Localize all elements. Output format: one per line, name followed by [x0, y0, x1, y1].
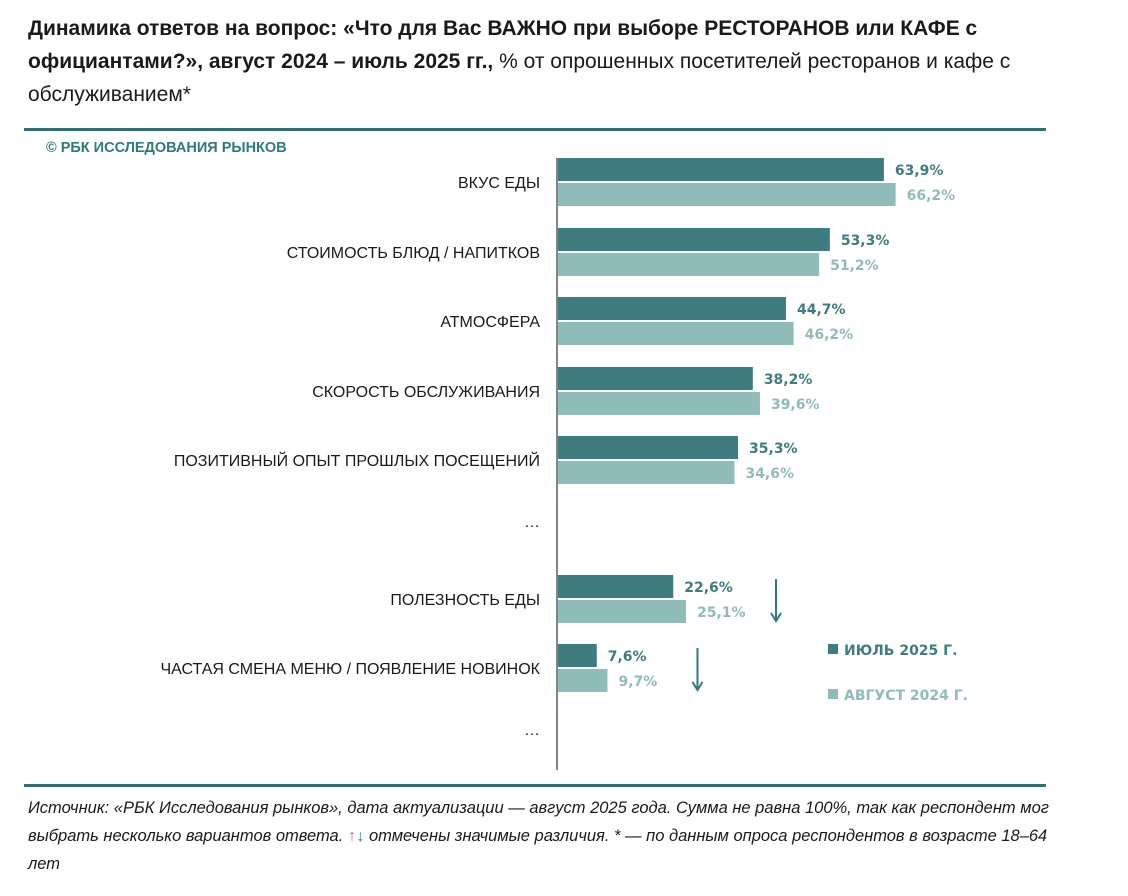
bar-aug-2024 — [558, 183, 896, 206]
value-label-jul-2025: 63,9% — [895, 163, 944, 179]
arrow-up-icon: ↑ — [347, 827, 357, 845]
category-label: ЧАСТАЯ СМЕНА МЕНЮ / ПОЯВЛЕНИЕ НОВИНОК — [161, 661, 541, 678]
bar-aug-2024 — [558, 669, 608, 692]
value-label-aug-2024: 39,6% — [771, 397, 820, 413]
value-label-jul-2025: 38,2% — [764, 372, 813, 388]
bar-aug-2024 — [558, 392, 760, 415]
ellipsis-label: … — [524, 514, 540, 531]
chart-title: Динамика ответов на вопрос: «Что для Вас… — [28, 12, 1068, 111]
value-label-aug-2024: 66,2% — [907, 188, 956, 204]
source-text-2: отмечены значимые различия. * — по данны… — [28, 827, 1048, 873]
category-label: ПОЗИТИВНЫЙ ОПЫТ ПРОШЛЫХ ПОСЕЩЕНИЙ — [174, 451, 540, 470]
value-label-aug-2024: 25,1% — [697, 605, 746, 621]
value-label-jul-2025: 53,3% — [841, 233, 890, 249]
brand-label: © РБК ИССЛЕДОВАНИЯ РЫНКОВ — [46, 140, 287, 156]
source-text-1: Источник: «РБК Исследования рынков», дат… — [28, 799, 1049, 845]
value-label-aug-2024: 9,7% — [618, 674, 657, 690]
ellipsis-label: … — [524, 722, 540, 739]
value-label-jul-2025: 7,6% — [608, 649, 647, 665]
legend-swatch-aug-2024 — [828, 689, 838, 699]
bar-jul-2025 — [558, 367, 753, 390]
bottom-divider — [24, 784, 1046, 787]
value-label-jul-2025: 35,3% — [749, 441, 798, 457]
legend-label-aug-2024: АВГУСТ 2024 Г. — [844, 688, 968, 704]
legend-label-jul-2025: ИЮЛЬ 2025 Г. — [844, 643, 957, 659]
chart-title-regular: % от опрошенных посетителей ресторанов и… — [28, 50, 1011, 106]
value-label-jul-2025: 44,7% — [797, 302, 846, 318]
category-label: СТОИМОСТЬ БЛЮД / НАПИТКОВ — [287, 245, 540, 262]
category-label: СКОРОСТЬ ОБСЛУЖИВАНИЯ — [312, 384, 540, 401]
arrow-down-icon: ↓ — [356, 827, 365, 845]
bar-chart: ВКУС ЕДЫ 63,9% 66,2% СТОИМОСТЬ БЛЮД / НАПИТ… — [161, 158, 968, 770]
bar-jul-2025 — [558, 158, 884, 181]
bar-jul-2025 — [558, 436, 739, 459]
chart-title-bold: Динамика ответов на вопрос: «Что для Вас… — [28, 17, 978, 73]
bar-aug-2024 — [558, 600, 687, 623]
bar-jul-2025 — [558, 297, 786, 320]
category-label: АТМОСФЕРА — [440, 314, 540, 331]
top-divider — [24, 128, 1046, 131]
value-label-aug-2024: 46,2% — [805, 327, 854, 343]
value-label-aug-2024: 34,6% — [745, 466, 794, 482]
legend-swatch-jul-2025 — [828, 644, 838, 654]
bar-jul-2025 — [558, 644, 597, 667]
down-arrow-head-icon — [770, 612, 782, 623]
bar-aug-2024 — [558, 253, 820, 276]
bar-jul-2025 — [558, 228, 830, 251]
bar-aug-2024 — [558, 322, 794, 345]
value-label-aug-2024: 51,2% — [830, 258, 879, 274]
category-label: ВКУС ЕДЫ — [458, 175, 540, 192]
source-note: Источник: «РБК Исследования рынков», дат… — [28, 794, 1058, 878]
category-label: ПОЛЕЗНОСТЬ ЕДЫ — [390, 592, 540, 609]
bar-jul-2025 — [558, 575, 674, 598]
bar-aug-2024 — [558, 461, 735, 484]
down-arrow-head-icon — [691, 681, 704, 692]
value-label-jul-2025: 22,6% — [684, 580, 733, 596]
